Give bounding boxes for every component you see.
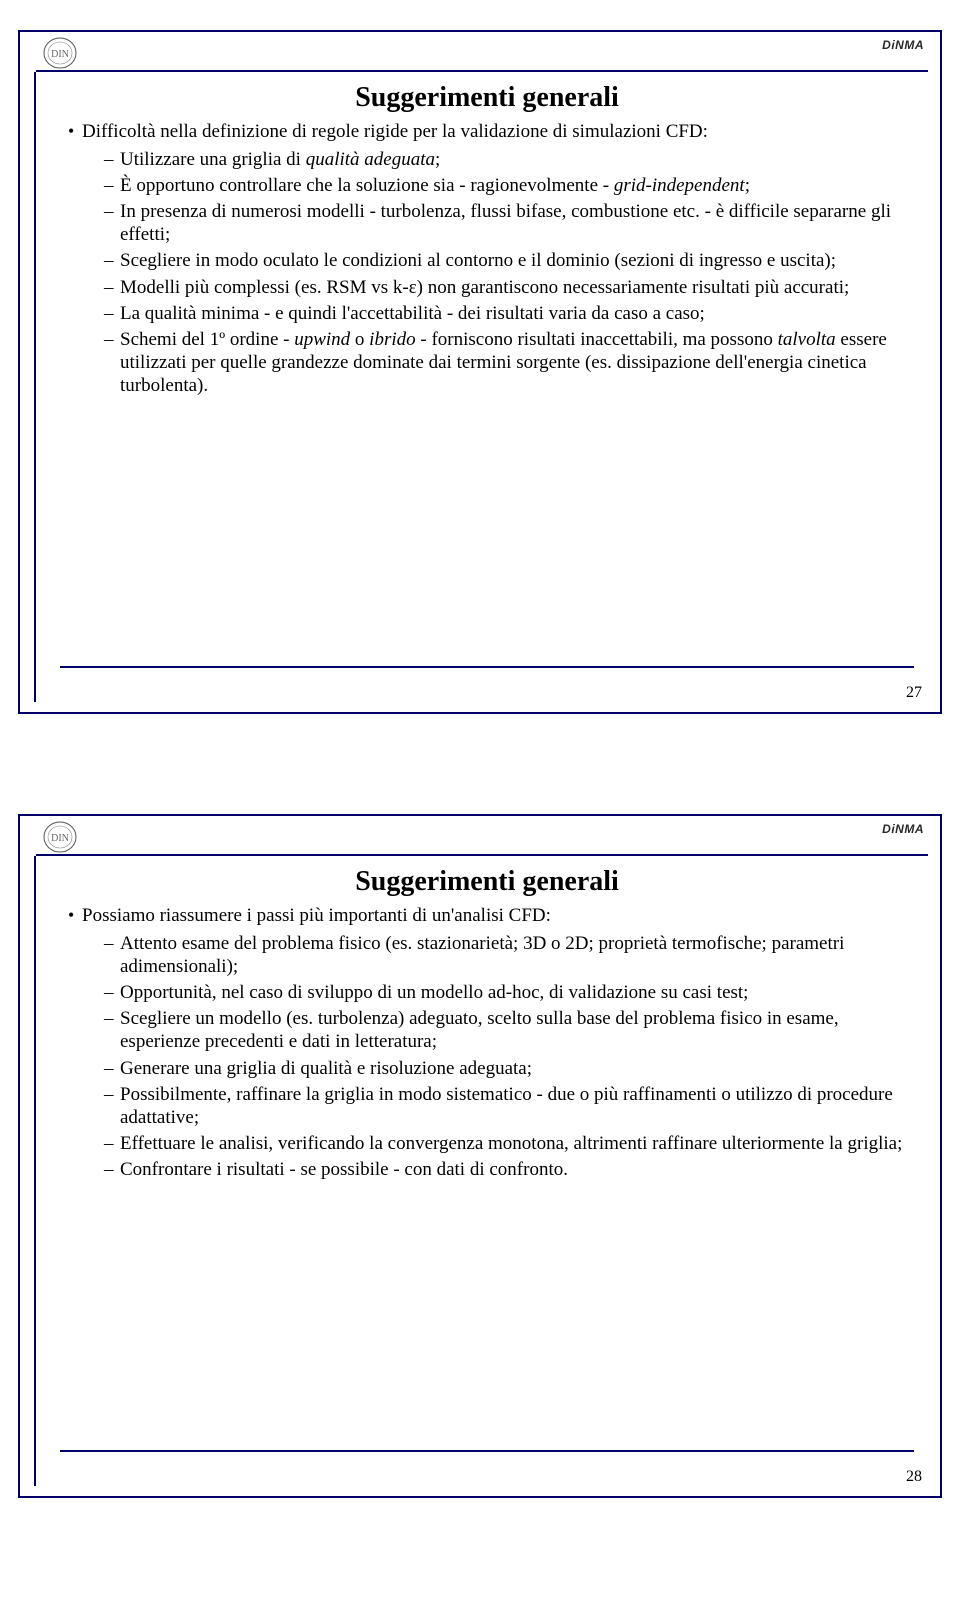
logo-left-icon: DIN [42,820,78,854]
list-item: Utilizzare una griglia di qualità adegua… [104,148,916,171]
list-item: Modelli più complessi (es. RSM vs k-ε) n… [104,276,916,299]
top-bullet: Difficoltà nella definizione di regole r… [68,120,916,397]
logo-right: DiNMA [882,38,924,52]
list-item: Confrontare i risultati - se possibile -… [104,1158,916,1181]
top-bullet: Possiamo riassumere i passi più importan… [68,904,916,1181]
list-item: Generare una griglia di qualità e risolu… [104,1057,916,1080]
slide-content: Suggerimenti generali Difficoltà nella d… [58,82,916,400]
footer-divider [60,1450,914,1452]
slide-title: Suggerimenti generali [58,866,916,898]
list-item: In presenza di numerosi modelli - turbol… [104,200,916,246]
page-number: 28 [906,1468,922,1486]
list-item: Possibilmente, raffinare la griglia in m… [104,1083,916,1129]
footer-divider [60,666,914,668]
slide-27: DIN DiNMA Suggerimenti generali Difficol… [18,30,942,714]
slide-title: Suggerimenti generali [58,82,916,114]
list-item: Scegliere in modo oculato le condizioni … [104,249,916,272]
logo-right: DiNMA [882,822,924,836]
slide-content: Suggerimenti generali Possiamo riassumer… [58,866,916,1184]
list-item: Scegliere un modello (es. turbolenza) ad… [104,1007,916,1053]
svg-text:DIN: DIN [51,49,69,60]
list-item: Schemi del 1º ordine - upwind o ibrido -… [104,328,916,398]
slide-28: DIN DiNMA Suggerimenti generali Possiamo… [18,814,942,1498]
list-item: La qualità minima - e quindi l'accettabi… [104,302,916,325]
logo-left-icon: DIN [42,36,78,70]
list-item: Attento esame del problema fisico (es. s… [104,932,916,978]
top-bullet-text: Difficoltà nella definizione di regole r… [82,121,708,142]
list-item: Opportunità, nel caso di sviluppo di un … [104,981,916,1004]
top-bullet-text: Possiamo riassumere i passi più importan… [82,905,551,926]
list-item: È opportuno controllare che la soluzione… [104,174,916,197]
list-item: Effettuare le analisi, verificando la co… [104,1132,916,1155]
svg-text:DIN: DIN [51,833,69,844]
page-number: 27 [906,684,922,702]
